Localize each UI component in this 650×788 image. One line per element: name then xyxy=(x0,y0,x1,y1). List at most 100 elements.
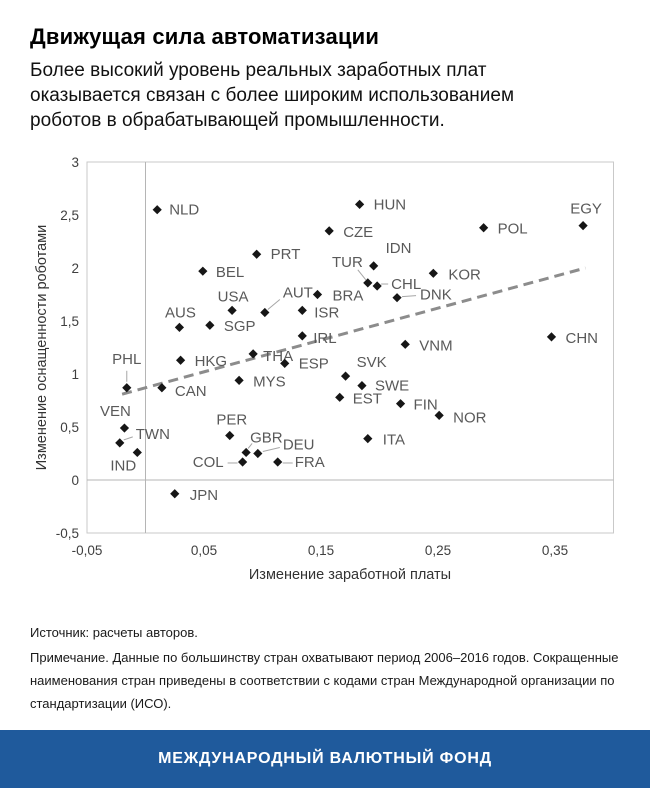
point-label-DEU: DEU xyxy=(283,437,315,454)
data-point-NOR xyxy=(434,410,444,420)
figure-title: Движущая сила автоматизации xyxy=(30,24,380,49)
point-label-TUR: TUR xyxy=(332,254,363,271)
point-label-BEL: BEL xyxy=(216,264,244,281)
y-tick-label: 0 xyxy=(71,473,79,488)
data-point-EST xyxy=(335,392,345,402)
footer-brand: МЕЖДУНАРОДНЫЙ ВАЛЮТНЫЙ ФОНД xyxy=(158,750,492,767)
leader-line-DNK xyxy=(402,295,417,298)
data-point-USA xyxy=(227,305,237,315)
data-point-ISR xyxy=(297,305,307,315)
point-label-THA: THA xyxy=(263,348,293,365)
plot-border xyxy=(86,161,614,534)
point-label-IDN: IDN xyxy=(386,240,412,257)
data-point-IND xyxy=(132,447,142,458)
point-label-PRT: PRT xyxy=(271,246,301,263)
y-tick-label: 0,5 xyxy=(60,420,79,435)
point-label-NLD: NLD xyxy=(169,202,199,219)
point-label-PER: PER xyxy=(216,411,247,428)
point-label-COL: COL xyxy=(193,454,224,471)
leader-line-DEU xyxy=(262,447,280,452)
data-point-DEU xyxy=(253,448,263,459)
y-axis-title: Изменение оснащенности роботами xyxy=(34,225,50,470)
data-point-HKG xyxy=(176,355,186,365)
point-label-CZE: CZE xyxy=(343,224,373,241)
data-point-PRT xyxy=(252,249,262,259)
data-point-BEL xyxy=(198,266,208,276)
data-point-KOR xyxy=(428,268,438,278)
x-axis-title: Изменение заработной платы xyxy=(249,567,451,583)
figure-subtitle: Более высокий уровень реальных заработны… xyxy=(30,60,515,131)
x-tick-label: 0,15 xyxy=(308,543,334,558)
point-label-HKG: HKG xyxy=(195,353,228,370)
data-point-VNM xyxy=(400,339,410,349)
leader-line-GBR xyxy=(247,443,253,449)
x-tick-label: 0,35 xyxy=(542,543,568,558)
data-point-SWE xyxy=(357,381,367,391)
point-label-VNM: VNM xyxy=(419,337,452,354)
point-label-SVK: SVK xyxy=(357,354,387,371)
x-tick-label: -0,05 xyxy=(72,543,103,558)
leader-line-TUR xyxy=(357,269,367,281)
point-label-AUT: AUT xyxy=(283,285,313,302)
methodology-note: Примечание. Данные по большинству стран … xyxy=(30,650,619,711)
data-point-MYS xyxy=(234,375,244,385)
point-label-KOR: KOR xyxy=(448,266,481,283)
data-point-TWN xyxy=(115,438,125,448)
data-point-BRA xyxy=(312,289,323,300)
point-label-MYS: MYS xyxy=(253,373,286,390)
y-tick-label: 2 xyxy=(71,261,79,276)
point-label-CAN: CAN xyxy=(175,383,207,400)
data-point-JPN xyxy=(170,489,180,499)
data-point-GBR xyxy=(241,447,251,458)
data-point-THA xyxy=(248,349,258,359)
data-point-TUR xyxy=(363,278,373,288)
point-label-EGY: EGY xyxy=(570,201,602,218)
point-label-POL: POL xyxy=(498,221,528,238)
data-point-AUT xyxy=(260,307,270,318)
point-label-FIN: FIN xyxy=(414,397,438,414)
point-label-HUN: HUN xyxy=(374,196,407,213)
y-tick-label: 2,5 xyxy=(60,208,79,223)
data-point-PER xyxy=(225,430,235,441)
point-label-BRA: BRA xyxy=(332,288,363,305)
point-label-USA: USA xyxy=(218,288,249,305)
point-label-ESP: ESP xyxy=(299,355,329,372)
leader-line-TWN xyxy=(123,436,133,441)
data-point-AUS xyxy=(174,322,185,332)
point-label-IRL: IRL xyxy=(313,330,336,347)
data-point-EGY xyxy=(578,221,588,231)
data-point-CZE xyxy=(324,226,334,236)
y-tick-label: 1 xyxy=(71,367,79,382)
data-point-DNK xyxy=(392,293,402,303)
data-point-POL xyxy=(479,223,489,233)
point-label-GBR: GBR xyxy=(250,429,283,446)
notes-block: Источник: расчеты авторов. Примечание. Д… xyxy=(30,622,622,715)
data-point-COL xyxy=(238,457,248,467)
data-point-CHN xyxy=(546,332,557,342)
x-tick-label: 0,25 xyxy=(425,543,451,558)
data-point-HUN xyxy=(355,199,365,209)
point-label-VEN: VEN xyxy=(100,403,131,420)
point-label-DNK: DNK xyxy=(420,287,452,304)
point-label-ITA: ITA xyxy=(383,432,405,449)
data-point-IRL xyxy=(297,331,307,341)
point-label-JPN: JPN xyxy=(190,487,218,504)
data-point-IDN xyxy=(369,261,379,271)
point-label-EST: EST xyxy=(353,390,382,407)
data-point-VEN xyxy=(119,423,130,433)
trend-line xyxy=(121,266,586,396)
y-tick-label: -0,5 xyxy=(56,526,79,541)
point-label-PHL: PHL xyxy=(112,351,141,368)
point-label-NOR: NOR xyxy=(453,409,487,426)
point-label-AUS: AUS xyxy=(165,304,196,321)
point-label-IND: IND xyxy=(110,457,136,474)
point-label-CHL: CHL xyxy=(391,276,421,293)
leader-line-AUT xyxy=(267,299,281,310)
data-point-FRA xyxy=(273,457,283,467)
point-label-FRA: FRA xyxy=(295,454,325,471)
footer-bar: МЕЖДУНАРОДНЫЙ ВАЛЮТНЫЙ ФОНД xyxy=(0,730,650,788)
scatter-plot-svg: -0,05 0,05 0,15 0,25 0,35 3 2,5 2 1,5 1 0,5 0 -0,5 Из… xyxy=(34,155,614,583)
point-label-SGP: SGP xyxy=(224,318,256,335)
data-point-FIN xyxy=(395,399,406,409)
point-label-SWE: SWE xyxy=(375,378,409,395)
